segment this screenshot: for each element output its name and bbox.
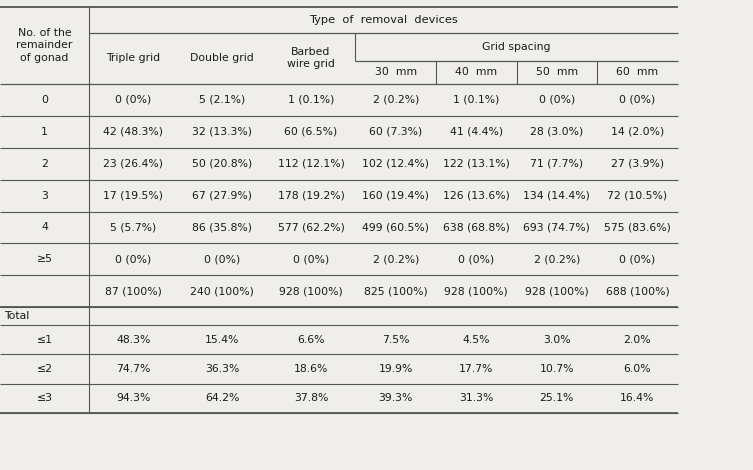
Text: 74.7%: 74.7% — [116, 364, 151, 374]
Text: 577 (62.2%): 577 (62.2%) — [278, 222, 344, 233]
Text: 928 (100%): 928 (100%) — [279, 286, 343, 297]
Text: 1 (0.1%): 1 (0.1%) — [288, 94, 334, 105]
Text: 240 (100%): 240 (100%) — [191, 286, 254, 297]
Text: 67 (27.9%): 67 (27.9%) — [192, 190, 252, 201]
Text: 60  mm: 60 mm — [617, 67, 658, 78]
Text: 178 (19.2%): 178 (19.2%) — [278, 190, 344, 201]
Text: 1 (0.1%): 1 (0.1%) — [453, 94, 499, 105]
Text: 0 (0%): 0 (0%) — [458, 254, 495, 265]
Text: Barbed
wire grid: Barbed wire grid — [287, 47, 335, 70]
Text: 2.0%: 2.0% — [623, 335, 651, 345]
Text: 5 (2.1%): 5 (2.1%) — [199, 94, 245, 105]
Text: 86 (35.8%): 86 (35.8%) — [192, 222, 252, 233]
Text: 17 (19.5%): 17 (19.5%) — [103, 190, 163, 201]
Text: 10.7%: 10.7% — [540, 364, 574, 374]
Text: 25.1%: 25.1% — [540, 393, 574, 403]
Text: 928 (100%): 928 (100%) — [444, 286, 508, 297]
Text: 693 (74.7%): 693 (74.7%) — [523, 222, 590, 233]
Text: 0 (0%): 0 (0%) — [115, 94, 151, 105]
Text: 50 (20.8%): 50 (20.8%) — [192, 158, 252, 169]
Text: 122 (13.1%): 122 (13.1%) — [443, 158, 510, 169]
Text: 18.6%: 18.6% — [294, 364, 328, 374]
Text: 0 (0%): 0 (0%) — [538, 94, 575, 105]
Text: 102 (12.4%): 102 (12.4%) — [362, 158, 429, 169]
Text: 4: 4 — [41, 222, 48, 233]
Text: 2 (0.2%): 2 (0.2%) — [534, 254, 580, 265]
Text: 928 (100%): 928 (100%) — [525, 286, 589, 297]
Text: 50  mm: 50 mm — [536, 67, 578, 78]
Text: 3.0%: 3.0% — [543, 335, 571, 345]
Text: 7.5%: 7.5% — [382, 335, 410, 345]
Text: 575 (83.6%): 575 (83.6%) — [604, 222, 671, 233]
Text: 3: 3 — [41, 190, 48, 201]
Text: 23 (26.4%): 23 (26.4%) — [103, 158, 163, 169]
Text: ≤1: ≤1 — [36, 335, 53, 345]
Text: 39.3%: 39.3% — [379, 393, 413, 403]
Text: Total: Total — [5, 311, 30, 321]
Text: 48.3%: 48.3% — [116, 335, 151, 345]
Text: 60 (6.5%): 60 (6.5%) — [285, 126, 337, 137]
Text: Triple grid: Triple grid — [106, 53, 160, 63]
Text: 4.5%: 4.5% — [462, 335, 490, 345]
Text: 19.9%: 19.9% — [379, 364, 413, 374]
Text: 64.2%: 64.2% — [205, 393, 239, 403]
Text: 41 (4.4%): 41 (4.4%) — [450, 126, 503, 137]
Text: 32 (13.3%): 32 (13.3%) — [192, 126, 252, 137]
Text: ≤3: ≤3 — [36, 393, 53, 403]
Text: 0: 0 — [41, 94, 48, 105]
Text: No. of the
remainder
of gonad: No. of the remainder of gonad — [17, 28, 72, 63]
Text: 160 (19.4%): 160 (19.4%) — [362, 190, 429, 201]
Text: 72 (10.5%): 72 (10.5%) — [608, 190, 667, 201]
Text: Grid spacing: Grid spacing — [483, 42, 550, 52]
Text: 42 (48.3%): 42 (48.3%) — [103, 126, 163, 137]
Text: 94.3%: 94.3% — [116, 393, 151, 403]
Text: 112 (12.1%): 112 (12.1%) — [278, 158, 344, 169]
Text: 40  mm: 40 mm — [456, 67, 497, 78]
Text: 126 (13.6%): 126 (13.6%) — [443, 190, 510, 201]
Text: Double grid: Double grid — [191, 53, 254, 63]
Text: 0 (0%): 0 (0%) — [619, 94, 656, 105]
Text: 17.7%: 17.7% — [459, 364, 493, 374]
Text: 31.3%: 31.3% — [459, 393, 493, 403]
Text: 71 (7.7%): 71 (7.7%) — [530, 158, 584, 169]
Text: 638 (68.8%): 638 (68.8%) — [443, 222, 510, 233]
Text: 2 (0.2%): 2 (0.2%) — [373, 94, 419, 105]
Text: ≤2: ≤2 — [36, 364, 53, 374]
Text: 27 (3.9%): 27 (3.9%) — [611, 158, 664, 169]
Text: ≥5: ≥5 — [36, 254, 53, 265]
Text: 14 (2.0%): 14 (2.0%) — [611, 126, 664, 137]
Text: 0 (0%): 0 (0%) — [619, 254, 656, 265]
Text: 16.4%: 16.4% — [620, 393, 654, 403]
Text: 28 (3.0%): 28 (3.0%) — [530, 126, 584, 137]
Text: 30  mm: 30 mm — [375, 67, 416, 78]
Text: 1: 1 — [41, 126, 48, 137]
Text: Type  of  removal  devices: Type of removal devices — [309, 15, 458, 25]
Text: 825 (100%): 825 (100%) — [364, 286, 428, 297]
Text: 134 (14.4%): 134 (14.4%) — [523, 190, 590, 201]
Text: 37.8%: 37.8% — [294, 393, 328, 403]
Text: 688 (100%): 688 (100%) — [605, 286, 669, 297]
Text: 60 (7.3%): 60 (7.3%) — [369, 126, 422, 137]
Text: 6.6%: 6.6% — [297, 335, 325, 345]
Text: 2 (0.2%): 2 (0.2%) — [373, 254, 419, 265]
Text: 0 (0%): 0 (0%) — [115, 254, 151, 265]
Text: 87 (100%): 87 (100%) — [105, 286, 162, 297]
Text: 6.0%: 6.0% — [623, 364, 651, 374]
Text: 36.3%: 36.3% — [205, 364, 239, 374]
Text: 5 (5.7%): 5 (5.7%) — [110, 222, 157, 233]
Text: 2: 2 — [41, 158, 48, 169]
Text: 0 (0%): 0 (0%) — [293, 254, 329, 265]
Text: 15.4%: 15.4% — [205, 335, 239, 345]
Text: 0 (0%): 0 (0%) — [204, 254, 240, 265]
Text: 499 (60.5%): 499 (60.5%) — [362, 222, 429, 233]
